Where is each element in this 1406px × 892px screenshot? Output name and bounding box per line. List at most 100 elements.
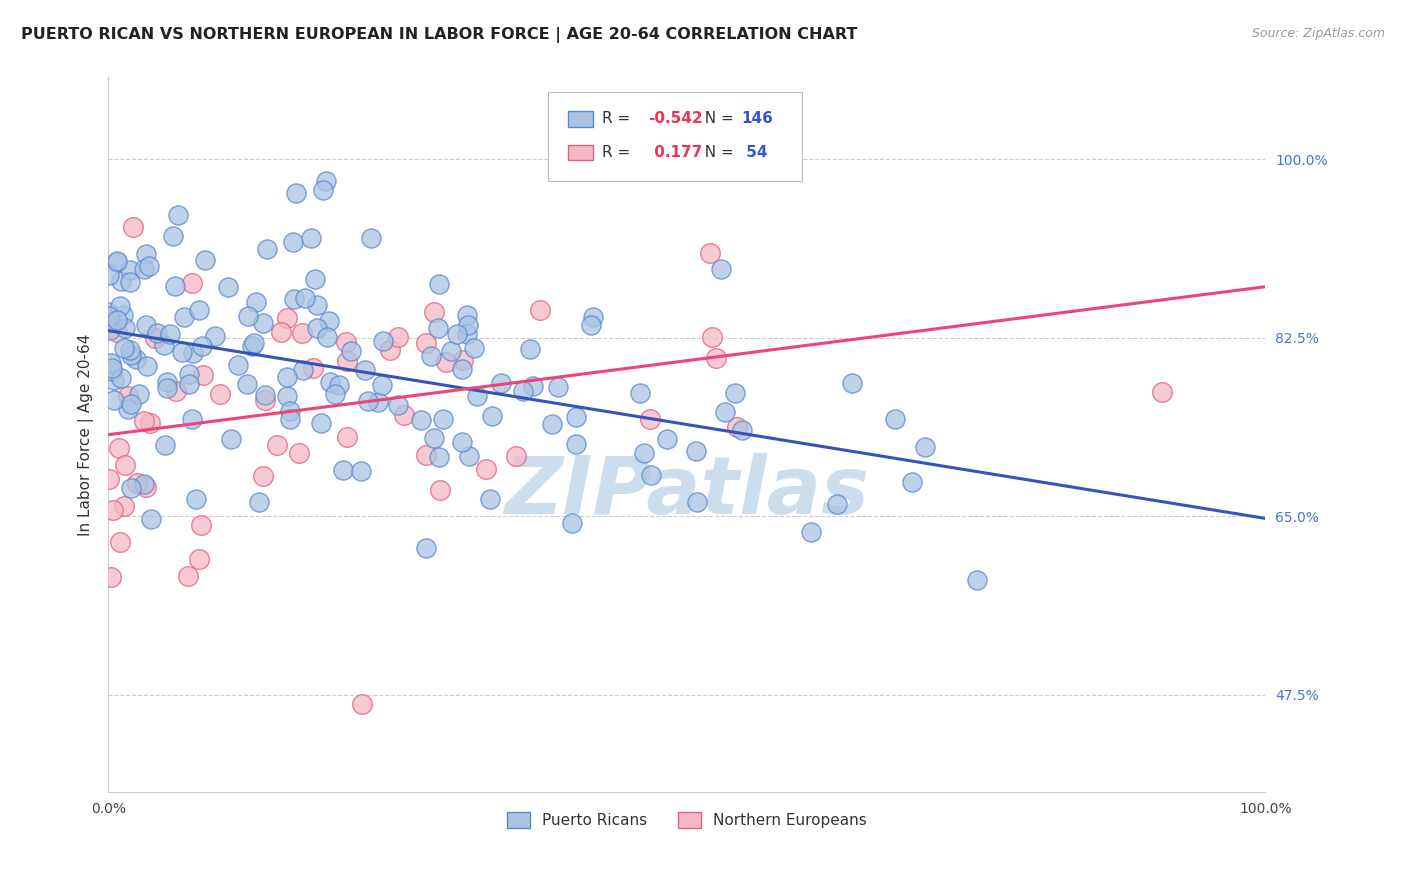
Point: [193, 368, 215, 383]
Point: [252, 469, 274, 483]
Point: [276, 370, 298, 384]
Point: [139, 416, 162, 430]
Point: [315, 329, 337, 343]
Text: 0.177: 0.177: [648, 145, 702, 160]
Point: [825, 497, 848, 511]
Point: [188, 552, 211, 566]
Point: [165, 384, 187, 398]
Point: [145, 331, 167, 345]
Point: [299, 231, 322, 245]
Point: [451, 352, 474, 367]
Point: [108, 535, 131, 549]
Point: [163, 279, 186, 293]
Point: [253, 387, 276, 401]
Point: [167, 208, 190, 222]
Point: [519, 342, 541, 356]
Point: [319, 376, 342, 390]
Point: [139, 512, 162, 526]
Point: [336, 430, 359, 444]
Point: [276, 310, 298, 325]
Point: [841, 376, 863, 390]
Point: [901, 475, 924, 490]
Point: [966, 573, 988, 587]
Point: [731, 423, 754, 437]
Point: [173, 310, 195, 324]
FancyBboxPatch shape: [568, 145, 593, 161]
Point: [456, 327, 478, 342]
Point: [478, 492, 501, 507]
Point: [529, 303, 551, 318]
Point: [339, 344, 361, 359]
Point: [301, 361, 323, 376]
Point: [288, 446, 311, 460]
Point: [162, 229, 184, 244]
Point: [451, 362, 474, 376]
Point: [135, 318, 157, 333]
Point: [105, 254, 128, 268]
Point: [884, 412, 907, 426]
Point: [415, 336, 437, 351]
Point: [138, 259, 160, 273]
Point: [371, 377, 394, 392]
Point: [117, 389, 139, 403]
Point: [704, 351, 727, 365]
Point: [278, 403, 301, 417]
Point: [367, 394, 389, 409]
Point: [640, 467, 662, 482]
Point: [276, 389, 298, 403]
Point: [181, 346, 204, 360]
Point: [180, 411, 202, 425]
Point: [270, 325, 292, 339]
Point: [177, 367, 200, 381]
Point: [117, 402, 139, 417]
Point: [114, 321, 136, 335]
Point: [108, 441, 131, 455]
Point: [423, 304, 446, 318]
Point: [335, 335, 357, 350]
Text: PUERTO RICAN VS NORTHERN EUROPEAN IN LABOR FORCE | AGE 20-64 CORRELATION CHART: PUERTO RICAN VS NORTHERN EUROPEAN IN LAB…: [21, 27, 858, 43]
Point: [512, 384, 534, 399]
Point: [685, 444, 707, 458]
Point: [101, 360, 124, 375]
Point: [481, 409, 503, 423]
Text: ZIPatlas: ZIPatlas: [505, 453, 869, 531]
Point: [240, 339, 263, 353]
Point: [564, 409, 586, 424]
Point: [702, 329, 724, 343]
Point: [561, 516, 583, 531]
Point: [256, 242, 278, 256]
Point: [98, 323, 121, 337]
Point: [440, 344, 463, 359]
Point: [665, 154, 688, 169]
Point: [281, 235, 304, 250]
Point: [489, 376, 512, 390]
Point: [307, 321, 329, 335]
Y-axis label: In Labor Force | Age 20-64: In Labor Force | Age 20-64: [79, 334, 94, 536]
Point: [135, 247, 157, 261]
Point: [415, 541, 437, 556]
Point: [474, 462, 496, 476]
Point: [434, 355, 457, 369]
Text: 54: 54: [741, 145, 768, 160]
Point: [315, 174, 337, 188]
Point: [105, 312, 128, 326]
Point: [118, 263, 141, 277]
Point: [190, 339, 212, 353]
Point: [152, 338, 174, 352]
Point: [135, 359, 157, 374]
Point: [243, 336, 266, 351]
Point: [392, 409, 415, 423]
Point: [97, 268, 120, 283]
Point: [253, 393, 276, 408]
Point: [120, 481, 142, 495]
Point: [350, 464, 373, 478]
Point: [800, 525, 823, 540]
FancyBboxPatch shape: [568, 111, 593, 127]
Point: [127, 475, 149, 490]
Point: [217, 280, 239, 294]
Point: [312, 183, 335, 197]
Point: [236, 309, 259, 323]
Point: [420, 349, 443, 363]
Point: [226, 358, 249, 372]
Point: [657, 432, 679, 446]
